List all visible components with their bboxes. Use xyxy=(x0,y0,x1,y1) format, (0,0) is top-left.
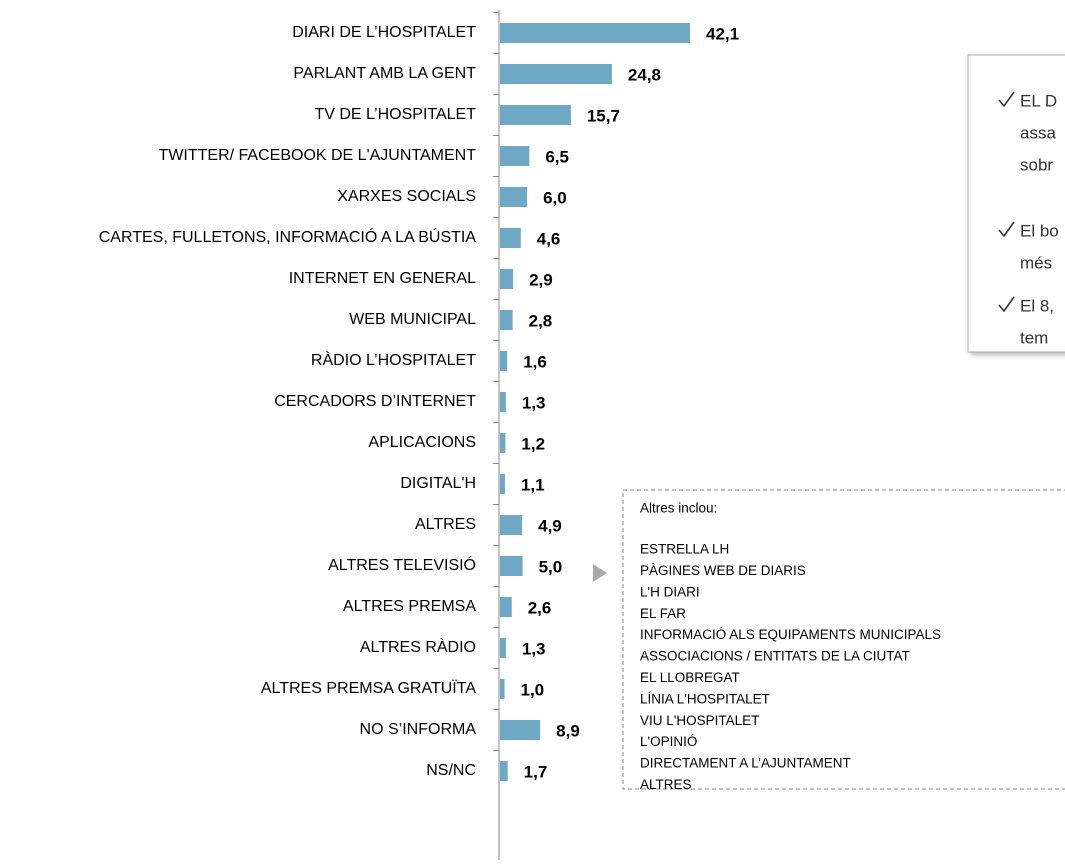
bar xyxy=(500,392,506,412)
bar xyxy=(500,597,512,617)
bar xyxy=(500,187,528,207)
bar xyxy=(500,515,523,535)
bar xyxy=(500,269,514,289)
bar xyxy=(500,638,506,658)
bar xyxy=(500,556,523,576)
bar xyxy=(500,433,506,453)
value-label: 1,0 xyxy=(521,680,545,699)
value-label: 24,8 xyxy=(628,65,661,84)
callout-text: sobr xyxy=(1020,155,1053,174)
category-label: ALTRES PREMSA GRATUÏTA xyxy=(261,679,476,697)
value-label: 1,6 xyxy=(523,352,547,371)
callout-text: tem xyxy=(1020,328,1048,347)
value-label: 15,7 xyxy=(587,106,620,125)
bar xyxy=(500,146,530,166)
bar xyxy=(500,228,521,248)
pointer-arrow xyxy=(593,564,607,582)
altres-item: ESTRELLA LH xyxy=(640,542,729,557)
altres-item: EL LLOBREGAT xyxy=(640,670,740,685)
value-label: 1,3 xyxy=(522,393,546,412)
category-label: ALTRES xyxy=(415,516,476,533)
callout-box xyxy=(967,54,1065,353)
value-label: 1,3 xyxy=(522,639,546,658)
altres-box xyxy=(622,489,1065,790)
category-label: NO S’INFORMA xyxy=(360,721,477,738)
altres-item: L'H DIARI xyxy=(640,584,700,599)
value-label: 1,2 xyxy=(521,434,545,453)
value-label: 4,6 xyxy=(537,229,561,248)
bar xyxy=(500,679,505,699)
value-label: 2,6 xyxy=(528,598,552,617)
value-label: 1,1 xyxy=(521,475,545,494)
category-label: INTERNET EN GENERAL xyxy=(289,270,476,287)
value-label: 5,0 xyxy=(539,557,563,576)
value-label: 6,5 xyxy=(545,147,569,166)
category-label: WEB MUNICIPAL xyxy=(349,311,476,328)
category-label: ALTRES TELEVISIÓ xyxy=(328,555,476,574)
value-label: 2,8 xyxy=(529,311,553,330)
category-label: RÀDIO L’HOSPITALET xyxy=(311,350,476,369)
bar xyxy=(500,64,612,84)
bar xyxy=(500,105,571,125)
callout-text: El bo xyxy=(1020,221,1059,240)
callout-text: EL D xyxy=(1020,91,1057,110)
check-icons xyxy=(998,91,1015,313)
bar xyxy=(500,761,508,781)
category-label: CERCADORS D’INTERNET xyxy=(274,393,476,410)
value-label: 8,9 xyxy=(556,721,580,740)
bar xyxy=(500,351,508,371)
value-label: 42,1 xyxy=(706,24,739,43)
category-label: ALTRES RÀDIO xyxy=(360,637,476,656)
category-label: XARXES SOCIALS xyxy=(337,188,476,205)
callout-text: més xyxy=(1020,253,1052,272)
bar xyxy=(500,474,505,494)
altres-item: LÍNIA L'HOSPITALET xyxy=(640,691,770,706)
value-label: 4,9 xyxy=(538,516,562,535)
value-label: 1,7 xyxy=(524,762,548,781)
altres-title: Altres inclou: xyxy=(640,501,717,516)
callout-text: El 8, xyxy=(1020,296,1054,315)
altres-item: L'OPINIÓ xyxy=(640,734,697,749)
altres-item: VIU L'HOSPITALET xyxy=(640,713,759,728)
bar xyxy=(500,23,690,43)
category-label: NS/NC xyxy=(426,762,476,779)
category-label: CARTES, FULLETONS, INFORMACIÓ A LA BÚSTI… xyxy=(99,227,477,246)
altres-item: EL FAR xyxy=(640,606,686,621)
altres-item: DIRECTAMENT A L’AJUNTAMENT xyxy=(640,756,851,771)
bar xyxy=(500,720,541,740)
value-label: 6,0 xyxy=(543,188,567,207)
category-label: PARLANT AMB LA GENT xyxy=(293,65,476,82)
bar xyxy=(500,310,513,330)
value-label: 2,9 xyxy=(529,270,553,289)
altres-item: ALTRES xyxy=(640,777,692,792)
altres-item: INFORMACIÓ ALS EQUIPAMENTS MUNICIPALS xyxy=(640,627,941,642)
category-label: DIGITAL'H xyxy=(400,475,476,492)
category-label: ALTRES PREMSA xyxy=(343,598,476,615)
category-label: DIARI DE L’HOSPITALET xyxy=(292,24,476,41)
category-label: TWITTER/ FACEBOOK DE L'AJUNTAMENT xyxy=(159,147,477,164)
category-label: APLICACIONS xyxy=(368,434,476,451)
altres-item: PÀGINES WEB DE DIARIS xyxy=(640,563,806,578)
altres-item: ASSOCIACIONS / ENTITATS DE LA CIUTAT xyxy=(640,649,910,664)
callout-text: assa xyxy=(1020,123,1056,142)
category-label: TV DE L’HOSPITALET xyxy=(314,106,476,123)
